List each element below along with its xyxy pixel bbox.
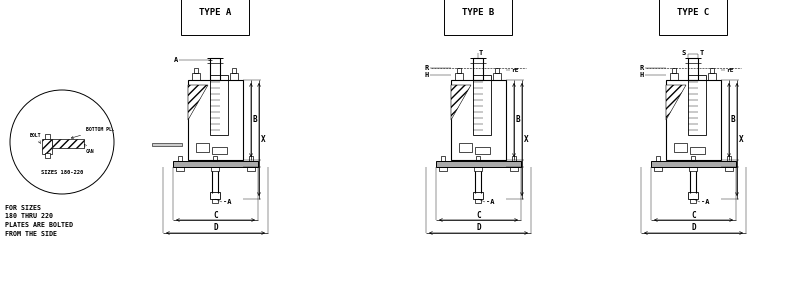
Bar [708,73,716,80]
Text: TYPE B: TYPE B [462,8,494,17]
Bar [510,167,518,171]
Bar [654,167,662,171]
Text: TYPE C: TYPE C [677,8,709,17]
Bar [476,156,480,161]
Text: TYPE C: TYPE C [677,8,709,17]
Text: D: D [691,224,696,232]
Bar [493,73,501,80]
Text: B: B [730,116,735,124]
Text: T: T [479,50,483,56]
Text: B: B [516,116,520,124]
Text: -A: -A [701,199,710,205]
Text: C: C [476,211,481,220]
Bar [688,192,698,199]
Bar [441,156,445,161]
Text: TYPE A: TYPE A [199,8,231,17]
Bar [436,161,521,167]
Bar [196,143,209,152]
Bar [152,143,182,146]
Bar [651,161,736,167]
Bar [173,161,258,167]
Bar [45,134,50,139]
Text: S: S [682,50,686,56]
Text: CAN: CAN [84,144,94,154]
Text: R: R [425,65,429,71]
Bar [688,75,706,135]
Bar [212,199,218,203]
Bar [249,156,253,161]
Bar [710,68,714,73]
Bar [188,80,243,160]
Bar [455,73,463,80]
Text: B: B [253,116,258,124]
Bar [451,80,506,160]
Bar [473,192,483,199]
Bar [690,199,696,203]
Bar [42,139,52,154]
Bar [672,68,676,73]
Bar [210,192,220,199]
Bar [690,147,705,154]
Bar [230,73,238,80]
Bar [178,156,182,161]
Bar [473,75,491,135]
Polygon shape [451,85,471,120]
Text: BOLT: BOLT [30,133,42,143]
Text: BOTTOM PL.: BOTTOM PL. [71,127,114,139]
Text: C: C [213,211,218,220]
Text: rE: rE [511,68,518,73]
Bar [457,68,461,73]
Bar [475,147,490,154]
Text: D: D [213,224,218,232]
Text: rE: rE [726,68,734,73]
Bar [211,167,219,171]
Text: H: H [640,72,644,78]
Bar [194,68,198,73]
Bar [210,75,228,135]
Bar [512,156,516,161]
Text: TYPE B: TYPE B [462,8,494,17]
Bar [688,58,698,80]
Bar [666,80,721,160]
Bar [45,153,50,158]
Bar [725,167,733,171]
Polygon shape [188,85,208,120]
Bar [459,143,472,152]
Bar [439,167,447,171]
Bar [474,167,482,171]
Bar [670,73,678,80]
Text: FOR SIZES
180 THRU 220
PLATES ARE BOLTED
FROM THE SIDE: FOR SIZES 180 THRU 220 PLATES ARE BOLTED… [5,205,73,236]
Bar [727,156,731,161]
Bar [176,167,184,171]
Text: D: D [476,224,481,232]
Bar [475,199,481,203]
Text: C: C [691,211,696,220]
Bar [656,156,660,161]
Bar [210,58,220,80]
Text: X: X [261,135,266,144]
Text: X: X [524,135,528,144]
Bar [52,139,84,148]
Text: -A: -A [223,199,231,205]
Bar [689,167,697,171]
Bar [495,68,499,73]
Text: X: X [738,135,743,144]
Text: A: A [174,57,178,63]
Text: T: T [700,50,704,56]
Text: R: R [640,65,644,71]
Bar [247,167,255,171]
Text: H: H [425,72,429,78]
Bar [213,156,217,161]
Bar [192,73,200,80]
Polygon shape [666,85,686,120]
Bar [232,68,236,73]
Bar [691,156,695,161]
Bar [674,143,687,152]
Bar [212,147,227,154]
Text: -A: -A [486,199,494,205]
Bar [473,58,483,80]
Text: SIZES 180-220: SIZES 180-220 [41,169,83,175]
Text: TYPE A: TYPE A [199,8,231,17]
